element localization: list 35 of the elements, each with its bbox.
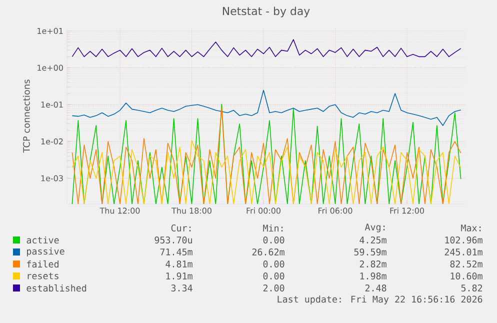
text: 953.70u xyxy=(154,236,192,244)
text: 3.34 xyxy=(171,284,192,292)
legend-label: failed xyxy=(27,260,58,268)
text: 1.91m xyxy=(166,272,192,280)
text: 10.60m xyxy=(450,272,482,280)
y-axis-title: TCP connections xyxy=(22,80,30,153)
text: 2.00 xyxy=(263,284,284,292)
line-series xyxy=(72,140,462,204)
text: 0.00 xyxy=(263,272,284,280)
text: Avg: xyxy=(364,224,385,232)
text: 2.82m xyxy=(360,260,386,268)
text: Cur: xyxy=(171,224,191,232)
text: 5.82 xyxy=(461,284,482,292)
text: 1.98m xyxy=(360,272,386,280)
text: 59.59m xyxy=(354,248,386,256)
legend-label: resets xyxy=(28,272,58,280)
text: Last update: Fri May 22 16:56:16 2026 xyxy=(278,296,482,304)
line-series xyxy=(72,39,462,58)
text: 82.52m xyxy=(450,260,482,268)
text: 4.25m xyxy=(360,236,386,244)
legend-label: established xyxy=(26,284,86,292)
text: 102.96m xyxy=(445,236,482,244)
legend-label: active xyxy=(26,236,59,244)
text: Min: xyxy=(263,224,283,232)
text: 0.00 xyxy=(263,260,284,268)
line-series xyxy=(72,90,462,126)
text: 245.01m xyxy=(444,248,482,256)
text: 71.45m xyxy=(160,248,192,256)
legend-label: passive xyxy=(27,248,64,256)
text: 2.48 xyxy=(365,284,386,292)
text: 26.62m xyxy=(252,248,284,256)
chart-title: Netstat - by day xyxy=(222,6,310,18)
text: 0.00 xyxy=(263,236,284,244)
text: 4.81m xyxy=(166,260,192,268)
text: Max: xyxy=(461,224,481,232)
